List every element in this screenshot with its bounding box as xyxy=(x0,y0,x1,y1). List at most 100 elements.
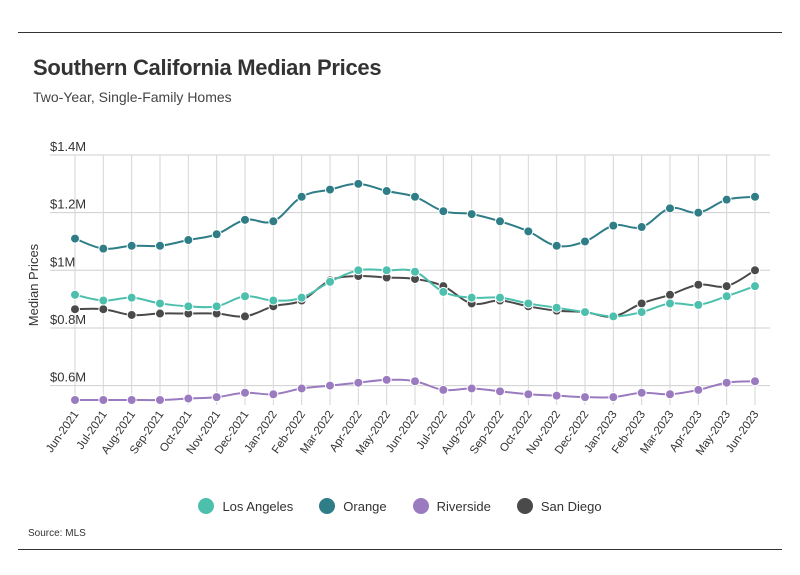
legend-label: Los Angeles xyxy=(222,498,294,514)
data-point-los-angeles xyxy=(240,291,250,302)
data-point-riverside xyxy=(495,386,505,397)
data-point-riverside xyxy=(693,384,704,395)
data-point-orange xyxy=(353,178,364,189)
data-point-los-angeles xyxy=(353,265,364,276)
data-point-riverside xyxy=(636,387,647,398)
data-point-orange xyxy=(438,206,449,217)
data-point-riverside xyxy=(551,390,562,401)
legend-item-riverside: Riverside xyxy=(412,498,491,514)
data-point-orange xyxy=(665,203,675,214)
data-point-san-diego xyxy=(693,279,704,290)
data-point-san-diego xyxy=(721,281,732,292)
data-point-orange xyxy=(410,191,420,202)
data-point-riverside xyxy=(296,383,307,394)
series-los-angeles xyxy=(70,265,760,322)
legend-label: Riverside xyxy=(436,498,491,514)
data-point-riverside xyxy=(410,376,420,387)
data-point-riverside xyxy=(381,374,392,385)
series-riverside xyxy=(70,374,760,405)
data-point-riverside xyxy=(353,377,364,388)
legend-swatch xyxy=(198,498,215,514)
data-point-orange xyxy=(296,191,307,202)
data-point-orange xyxy=(126,240,137,251)
data-point-orange xyxy=(693,207,704,218)
data-point-riverside xyxy=(155,395,165,405)
y-tick-label: $0.8M xyxy=(50,312,86,327)
data-point-los-angeles xyxy=(580,307,590,318)
data-point-riverside xyxy=(721,377,732,388)
data-point-san-diego xyxy=(70,304,80,315)
legend-label: Orange xyxy=(343,498,387,514)
legend-swatch xyxy=(412,498,429,514)
data-point-riverside xyxy=(240,387,250,398)
data-point-riverside xyxy=(438,384,449,395)
data-point-orange xyxy=(240,214,250,225)
bottom-rule xyxy=(18,549,782,550)
data-point-los-angeles xyxy=(296,292,307,303)
legend-item-san-diego: San Diego xyxy=(516,498,602,514)
data-point-orange xyxy=(750,191,760,202)
data-point-los-angeles xyxy=(183,301,194,312)
data-point-los-angeles xyxy=(98,295,109,306)
data-point-los-angeles xyxy=(126,292,137,303)
y-tick-label: $1M xyxy=(50,254,75,269)
data-point-los-angeles xyxy=(495,292,505,303)
data-point-orange xyxy=(580,236,590,247)
data-point-los-angeles xyxy=(70,289,80,300)
data-point-los-angeles xyxy=(268,295,279,306)
data-point-riverside xyxy=(608,392,619,403)
data-point-orange xyxy=(523,226,534,237)
data-point-orange xyxy=(495,216,505,227)
y-axis-label: Median Prices xyxy=(26,243,41,326)
data-point-orange xyxy=(381,186,392,197)
data-point-san-diego xyxy=(665,289,675,300)
data-point-los-angeles xyxy=(636,307,647,318)
data-point-los-angeles xyxy=(523,298,534,309)
data-point-riverside xyxy=(98,395,109,405)
data-point-orange xyxy=(466,209,477,220)
data-point-san-diego xyxy=(636,298,647,309)
data-point-los-angeles xyxy=(466,292,477,303)
data-point-riverside xyxy=(523,389,534,400)
y-tick-label: $0.6M xyxy=(50,370,86,385)
data-point-orange xyxy=(70,233,80,244)
legend-label: San Diego xyxy=(540,498,602,514)
series-group xyxy=(70,178,760,405)
gridlines xyxy=(50,154,770,405)
data-point-riverside xyxy=(268,389,279,400)
data-point-orange xyxy=(155,240,165,251)
data-point-san-diego xyxy=(240,311,250,322)
data-point-los-angeles xyxy=(693,299,704,310)
data-point-orange xyxy=(268,216,279,227)
data-point-los-angeles xyxy=(325,276,335,287)
data-point-los-angeles xyxy=(721,291,732,302)
data-point-los-angeles xyxy=(155,298,165,309)
data-point-orange xyxy=(636,222,647,233)
data-point-riverside xyxy=(665,389,675,400)
legend-item-los-angeles: Los Angeles xyxy=(198,498,293,514)
y-tick-label: $1.2M xyxy=(50,197,86,212)
data-point-los-angeles xyxy=(211,301,222,312)
data-point-riverside xyxy=(183,393,194,404)
chart-subtitle: Two-Year, Single-Family Homes xyxy=(33,89,232,105)
data-point-orange xyxy=(211,229,222,240)
data-point-orange xyxy=(325,184,335,195)
y-tick-label: $1.4M xyxy=(50,139,86,154)
data-point-orange xyxy=(608,220,619,231)
data-point-riverside xyxy=(750,376,760,387)
data-point-los-angeles xyxy=(665,298,675,309)
data-point-los-angeles xyxy=(438,286,449,297)
data-point-riverside xyxy=(70,395,80,405)
y-axis-ticks: $0.6M $0.8M $1M $1.2M $1.4M xyxy=(50,139,86,385)
data-point-los-angeles xyxy=(750,281,760,292)
data-point-los-angeles xyxy=(381,265,392,276)
data-point-san-diego xyxy=(98,304,109,315)
legend-item-orange: Orange xyxy=(319,498,387,514)
x-axis-ticks: Jun-2021Jul-2021Aug-2021Sep-2021Oct-2021… xyxy=(44,409,761,458)
series-orange xyxy=(70,178,760,254)
data-point-riverside xyxy=(466,383,477,394)
data-point-orange xyxy=(183,235,194,246)
top-rule xyxy=(18,32,782,33)
legend: Los Angeles Orange Riverside San Diego xyxy=(0,498,800,514)
data-point-riverside xyxy=(211,392,222,403)
